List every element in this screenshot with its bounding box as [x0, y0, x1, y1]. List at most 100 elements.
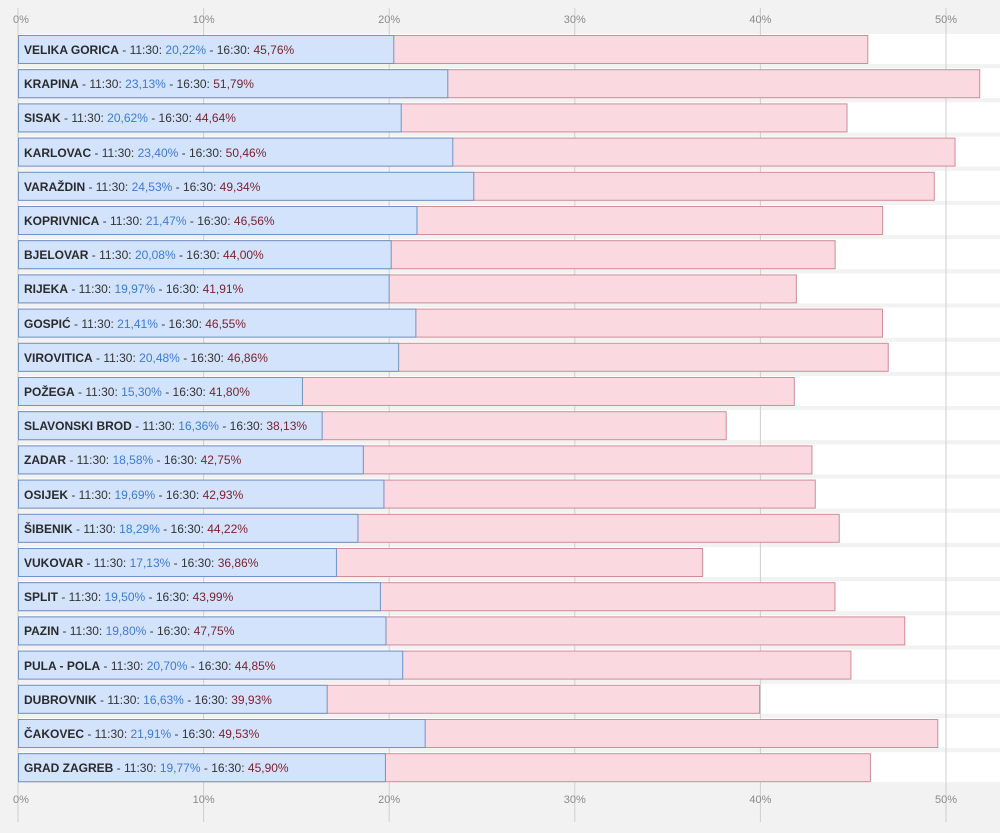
row-label: KARLOVAC - 11:30: 23,40% - 16:30: 50,46%: [24, 146, 266, 160]
category-label: POŽEGA: [24, 385, 75, 399]
bar-1130: [18, 411, 323, 441]
series-name-label: - 16:30:: [159, 521, 208, 536]
series-name-label: - 11:30:: [70, 316, 118, 331]
row-label: KRAPINA - 11:30: 23,13% - 16:30: 51,79%: [24, 77, 254, 91]
data-label-1630: 47,75%: [193, 624, 235, 639]
series-name-label: - 11:30:: [68, 282, 115, 297]
series-name-label: - 11:30:: [66, 453, 113, 468]
data-label-1130: 21,91%: [130, 727, 172, 741]
category-label: PAZIN: [24, 624, 60, 639]
data-label-1130: 15,30%: [121, 385, 162, 399]
row-label: VARAŽDIN - 11:30: 24,53% - 16:30: 49,34%: [24, 180, 260, 194]
data-label-1130: 20,70%: [146, 658, 188, 673]
data-label-1630: 46,55%: [205, 316, 246, 331]
series-name-label: - 16:30:: [183, 692, 232, 707]
series-name-label: - 11:30:: [91, 145, 138, 160]
row-label: DUBROVNIK - 11:30: 16,63% - 16:30: 39,93…: [24, 693, 272, 707]
data-label-1130: 23,13%: [125, 77, 166, 92]
data-label-1130: 23,40%: [137, 145, 179, 160]
bar-1130: [18, 445, 364, 475]
x-tick-label: 50%: [935, 794, 957, 806]
bar-1130: [18, 650, 404, 680]
series-name-label: - 16:30:: [147, 111, 196, 126]
category-label: RIJEKA: [24, 282, 69, 297]
data-label-1130: 21,47%: [145, 214, 187, 228]
data-label-1130: 17,13%: [129, 556, 171, 570]
row-label: SPLIT - 11:30: 19,50% - 16:30: 43,99%: [24, 590, 233, 604]
series-name-label: - 11:30:: [92, 350, 140, 365]
series-name-label: - 16:30:: [178, 145, 226, 160]
bar-1130: [18, 35, 395, 64]
series-name-label: - 16:30:: [155, 487, 203, 502]
series-name-label: - 16:30:: [161, 385, 210, 399]
row-label: SISAK - 11:30: 20,62% - 16:30: 44,64%: [24, 111, 236, 125]
series-name-label: - 16:30:: [186, 214, 234, 228]
category-label: DUBROVNIK: [24, 692, 97, 707]
series-name-label: - 11:30:: [100, 658, 147, 673]
series-name-label: - 16:30:: [200, 761, 248, 776]
series-name-label: - 11:30:: [60, 111, 108, 126]
data-label-1630: 46,86%: [227, 350, 268, 365]
series-name-label: - 11:30:: [96, 692, 144, 707]
data-label-1130: 21,41%: [117, 316, 158, 331]
data-label-1630: 43,99%: [192, 590, 234, 605]
bar-1130: [18, 719, 426, 748]
x-tick-label: 10%: [193, 794, 215, 806]
bar-1130: [18, 616, 387, 646]
bar-1130: [18, 137, 454, 167]
category-label: PULA - POLA: [24, 658, 101, 673]
category-label: KOPRIVNICA: [24, 214, 100, 228]
data-label-1630: 44,64%: [195, 111, 236, 126]
bar-1130: [18, 240, 392, 270]
x-tick-label: 10%: [193, 14, 215, 26]
bar-1130: [18, 513, 359, 543]
series-name-label: - 16:30:: [175, 248, 224, 263]
bar-1130: [18, 69, 449, 99]
series-name-label: - 16:30:: [179, 350, 228, 365]
series-name-label: - 11:30:: [84, 727, 131, 741]
category-label: VUKOVAR: [24, 556, 84, 570]
category-label: VELIKA GORICA: [24, 43, 119, 57]
x-tick-label: 20%: [378, 794, 400, 806]
x-tick-label: 40%: [749, 14, 771, 26]
data-label-1630: 46,56%: [233, 214, 275, 228]
data-label-1130: 24,53%: [131, 179, 173, 194]
series-name-label: - 16:30:: [172, 179, 220, 194]
data-label-1630: 44,22%: [207, 521, 248, 536]
series-name-label: - 16:30:: [206, 43, 254, 57]
row-label: ČAKOVEC - 11:30: 21,91% - 16:30: 49,53%: [24, 727, 259, 741]
series-name-label: - 11:30:: [78, 77, 126, 92]
x-tick-label: 50%: [935, 14, 957, 26]
data-label-1630: 42,75%: [200, 453, 242, 468]
series-name-label: - 11:30:: [83, 556, 130, 570]
data-label-1630: 44,85%: [234, 658, 276, 673]
data-label-1130: 19,77%: [159, 761, 201, 776]
row-label: BJELOVAR - 11:30: 20,08% - 16:30: 44,00%: [24, 248, 264, 262]
category-label: GOSPIĆ: [24, 316, 71, 331]
series-name-label: - 16:30:: [146, 624, 194, 639]
category-label: ČAKOVEC: [24, 727, 85, 741]
data-label-1130: 16,63%: [143, 692, 184, 707]
series-name-label: - 16:30:: [171, 727, 219, 741]
series-name-label: - 11:30:: [118, 43, 166, 57]
x-tick-label: 30%: [564, 14, 586, 26]
series-name-label: - 16:30:: [165, 77, 214, 92]
bar-1130: [18, 342, 400, 372]
series-name-label: - 11:30:: [99, 214, 146, 228]
data-label-1630: 41,80%: [209, 385, 250, 399]
row-label: PAZIN - 11:30: 19,80% - 16:30: 47,75%: [24, 624, 234, 638]
category-label: SISAK: [24, 111, 61, 126]
data-label-1630: 45,76%: [253, 43, 295, 57]
series-name-label: - 11:30:: [72, 521, 120, 536]
series-name-label: - 16:30:: [145, 590, 193, 605]
row-label: SLAVONSKI BROD - 11:30: 16,36% - 16:30: …: [24, 419, 307, 433]
series-name-label: - 16:30:: [153, 453, 201, 468]
series-name-label: - 11:30:: [85, 179, 132, 194]
series-name-label: - 16:30:: [157, 316, 206, 331]
data-label-1130: 20,48%: [139, 350, 180, 365]
row-label: VELIKA GORICA - 11:30: 20,22% - 16:30: 4…: [24, 43, 294, 57]
category-label: GRAD ZAGREB: [24, 761, 114, 776]
row-label: ŠIBENIK - 11:30: 18,29% - 16:30: 44,22%: [24, 522, 248, 536]
data-label-1130: 19,69%: [114, 487, 156, 502]
